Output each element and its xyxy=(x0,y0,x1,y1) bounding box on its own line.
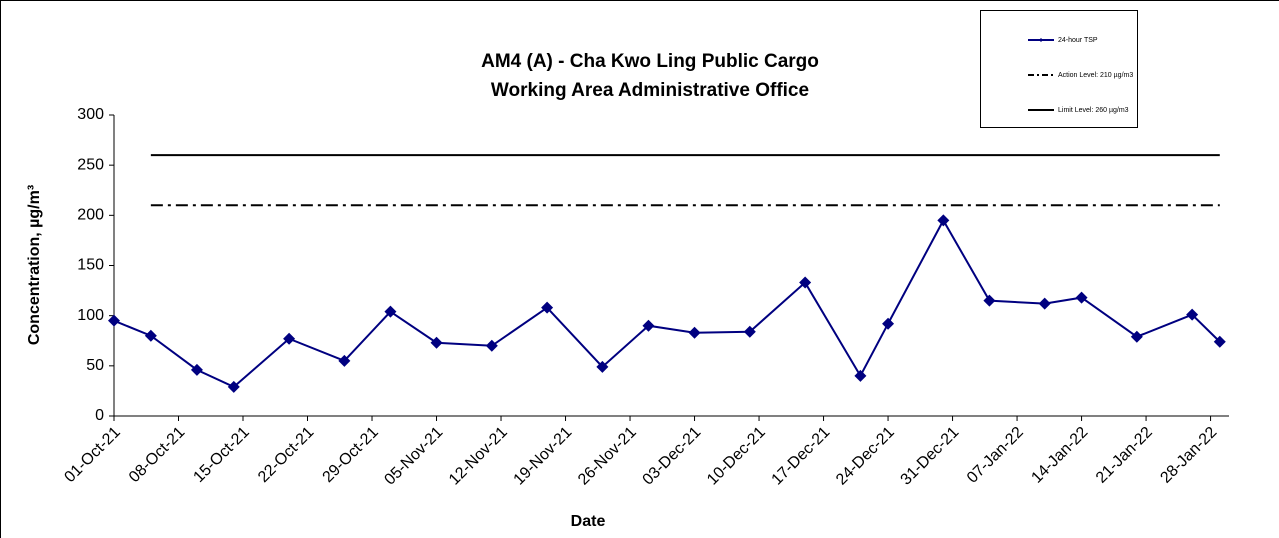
data-point xyxy=(854,369,867,382)
y-tick-label: 100 xyxy=(77,307,104,324)
x-tick-label: 03-Dec-21 xyxy=(640,424,705,489)
data-point xyxy=(743,325,756,338)
x-tick-label: 08-Oct-21 xyxy=(126,424,188,486)
y-tick-label: 150 xyxy=(77,257,104,274)
data-point xyxy=(1213,335,1226,348)
y-tick-label: 50 xyxy=(86,357,104,374)
data-point xyxy=(338,354,351,367)
x-tick-label: 10-Dec-21 xyxy=(704,424,769,489)
data-point xyxy=(384,305,397,318)
data-point xyxy=(882,317,895,330)
data-point xyxy=(227,380,240,393)
legend-box xyxy=(980,10,1138,128)
x-tick-label: 05-Nov-21 xyxy=(381,424,446,489)
data-point xyxy=(283,332,296,345)
data-point xyxy=(1130,330,1143,343)
x-tick-label: 15-Oct-21 xyxy=(190,424,252,486)
x-tick-label: 07-Jan-22 xyxy=(964,424,1027,487)
legend-label: Action Level: 210 µg/m3 xyxy=(1058,72,1133,79)
data-point xyxy=(596,360,609,373)
chart-title: AM4 (A) - Cha Kwo Ling Public Cargo xyxy=(481,51,819,72)
data-point xyxy=(688,326,701,339)
x-tick-label: 24-Dec-21 xyxy=(833,424,898,489)
data-point xyxy=(485,339,498,352)
x-tick-label: 22-Oct-21 xyxy=(255,424,317,486)
data-point xyxy=(937,214,950,227)
legend-marker xyxy=(1039,38,1043,42)
data-point xyxy=(144,329,157,342)
data-point xyxy=(541,301,554,314)
data-point xyxy=(430,336,443,349)
y-tick-label: 200 xyxy=(77,207,104,224)
data-point xyxy=(799,276,812,289)
data-point xyxy=(642,319,655,332)
data-point xyxy=(1075,291,1088,304)
x-tick-label: 31-Dec-21 xyxy=(898,424,963,489)
x-tick-label: 26-Nov-21 xyxy=(575,424,640,489)
data-point xyxy=(108,314,120,327)
data-point xyxy=(1038,297,1051,310)
x-tick-label: 21-Jan-22 xyxy=(1093,424,1156,487)
series-line xyxy=(113,218,1221,389)
x-tick-label: 12-Nov-21 xyxy=(446,424,511,489)
x-tick-label: 19-Nov-21 xyxy=(510,424,575,489)
x-tick-label: 28-Jan-22 xyxy=(1157,424,1220,487)
y-tick-label: 300 xyxy=(77,106,104,123)
legend-label: 24-hour TSP xyxy=(1058,37,1098,44)
x-tick-label: 14-Jan-22 xyxy=(1028,424,1091,487)
x-tick-label: 29-Oct-21 xyxy=(320,424,382,486)
x-axis-label: Date xyxy=(571,513,606,530)
legend-label: Limit Level: 260 µg/m3 xyxy=(1058,107,1129,114)
data-point xyxy=(983,294,996,307)
y-tick-label: 250 xyxy=(77,156,104,173)
y-tick-label: 0 xyxy=(95,407,104,424)
x-tick-label: 01-Oct-21 xyxy=(61,424,123,486)
data-point xyxy=(190,363,203,376)
chart-title: Working Area Administrative Office xyxy=(491,80,809,101)
data-point xyxy=(1186,308,1199,321)
y-axis-label: Concentration, µg/m³ xyxy=(26,185,43,345)
x-tick-label: 17-Dec-21 xyxy=(769,424,834,489)
